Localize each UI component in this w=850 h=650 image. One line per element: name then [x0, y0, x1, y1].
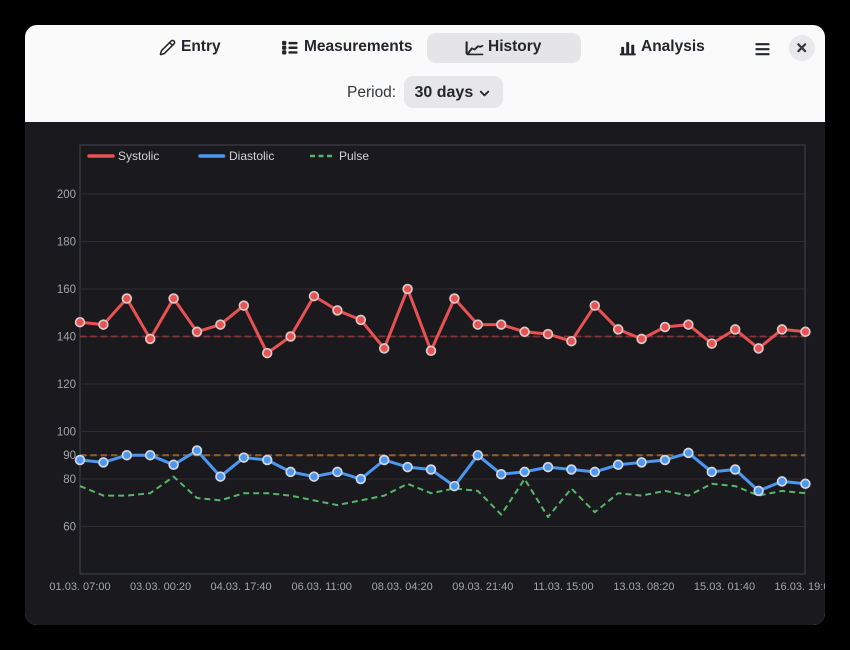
svg-text:01.03. 07:00: 01.03. 07:00 — [49, 581, 110, 593]
svg-text:160: 160 — [57, 284, 76, 296]
svg-text:180: 180 — [57, 237, 76, 249]
svg-text:140: 140 — [57, 332, 76, 344]
svg-text:120: 120 — [57, 379, 76, 391]
svg-text:03.03. 00:20: 03.03. 00:20 — [130, 581, 191, 593]
svg-text:80: 80 — [63, 474, 76, 486]
svg-text:Pulse: Pulse — [339, 149, 369, 163]
svg-text:90: 90 — [63, 450, 76, 462]
svg-text:11.03. 15:00: 11.03. 15:00 — [533, 581, 593, 593]
svg-text:16.03. 19:00: 16.03. 19:00 — [774, 581, 825, 593]
svg-text:200: 200 — [57, 189, 76, 201]
svg-text:04.03. 17:40: 04.03. 17:40 — [211, 581, 272, 593]
svg-text:09.03. 21:40: 09.03. 21:40 — [452, 581, 513, 593]
svg-text:15.03. 01:40: 15.03. 01:40 — [694, 581, 755, 593]
svg-text:08.03. 04:20: 08.03. 04:20 — [372, 581, 433, 593]
svg-text:06.03. 11:00: 06.03. 11:00 — [292, 581, 352, 593]
svg-text:Systolic: Systolic — [118, 149, 159, 163]
svg-text:13.03. 08:20: 13.03. 08:20 — [613, 581, 674, 593]
svg-text:Diastolic: Diastolic — [229, 149, 274, 163]
svg-text:60: 60 — [63, 522, 76, 534]
svg-text:100: 100 — [57, 427, 76, 439]
